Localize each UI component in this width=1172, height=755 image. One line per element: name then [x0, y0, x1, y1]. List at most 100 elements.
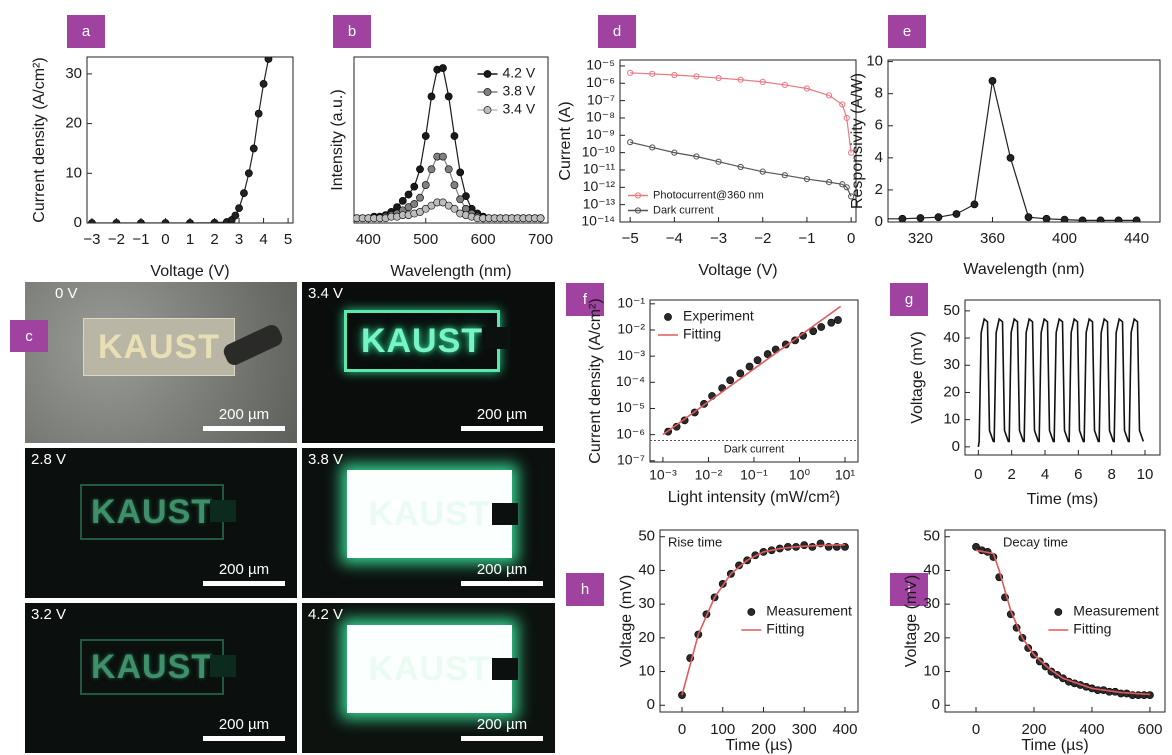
scale-bar [203, 736, 285, 741]
data-point [737, 76, 744, 83]
panel-letter-box [566, 283, 604, 316]
data-point [817, 323, 826, 331]
y-tick-label: 10⁻¹¹ [583, 161, 616, 177]
scale-bar [461, 426, 543, 431]
voltage-label: 3.2 V [31, 606, 67, 623]
plot-frame [944, 529, 1166, 713]
data-point [627, 139, 634, 146]
x-tick-label: 700 [528, 231, 553, 248]
data-point [210, 218, 219, 223]
panel-letter: f [583, 291, 588, 308]
scale-bar [203, 581, 285, 586]
data-point [427, 92, 436, 101]
y-tick-label: 10 [943, 411, 960, 428]
data-point [952, 210, 961, 218]
series-line [630, 72, 852, 153]
data-point [404, 190, 413, 199]
x-tick-label: −3 [83, 231, 100, 248]
panel-letter-box [566, 573, 604, 606]
data-point [444, 92, 453, 101]
y-tick-label: 8 [875, 85, 883, 102]
voltage-label: 2.8 V [31, 451, 67, 468]
electrode [482, 327, 508, 349]
pattern-text: KAUST [97, 327, 221, 366]
x-tick-label: −1 [132, 231, 149, 248]
data-point [421, 132, 430, 140]
data-point [693, 153, 700, 160]
panel-letter: b [348, 23, 356, 40]
legend-marker [483, 88, 492, 96]
electrode [210, 500, 236, 522]
legend-label: Photocurrent@360 nm [653, 189, 764, 201]
x-tick-label: 8 [1107, 466, 1115, 483]
data-point [781, 81, 788, 89]
voltage-label: 3.8 V [308, 451, 344, 468]
x-axis-label: Time (ms) [1027, 491, 1098, 508]
y-tick-label: 30 [923, 595, 940, 612]
data-point [456, 168, 465, 177]
data-point [803, 85, 811, 92]
legend-label: Dark current [653, 204, 714, 216]
y-axis-label: Voltage (mV) [909, 331, 926, 423]
y-tick-label: 50 [943, 302, 960, 319]
plot-frame [964, 299, 1161, 456]
data-point [843, 184, 850, 191]
legend-label: Measurement [1073, 603, 1159, 619]
chart: g 0 2 4 6 8 10 0 10 20 30 40 50 Time (ms) Voltage (mV) [890, 283, 1161, 508]
y-tick-label: 50 [638, 528, 655, 545]
chart: i 0 200 400 600 0 10 20 30 40 50 Time (µs) Voltage (… [890, 528, 1166, 754]
data-point [1096, 216, 1105, 222]
data-point [671, 149, 678, 156]
x-tick-label: 4 [1041, 466, 1049, 483]
series-line [888, 80, 1137, 221]
data-point [88, 219, 96, 223]
x-axis-label: Voltage (V) [150, 263, 229, 280]
legend-label: Fitting [683, 326, 721, 342]
y-tick-label: 10⁻⁹ [586, 126, 615, 142]
data-point [450, 181, 459, 189]
data-point [427, 165, 436, 174]
y-tick-label: 0 [74, 214, 82, 231]
x-tick-label: 0 [974, 466, 982, 483]
data-point [898, 214, 907, 222]
pattern: KAUST [344, 310, 500, 372]
chart: e 320 360 400 440 0 2 4 6 8 10 Wavelength (nm) Respo… [849, 15, 1161, 278]
x-tick-label: 3 [235, 231, 243, 248]
data-point [843, 114, 850, 122]
x-tick-label: 10⁻¹ [740, 467, 768, 483]
y-tick-label: 40 [923, 561, 940, 578]
x-tick-label: 10¹ [835, 467, 856, 483]
x-tick-label: 0 [847, 230, 855, 247]
electrode [210, 655, 236, 677]
data-point [416, 165, 424, 174]
plot-frame [353, 56, 549, 224]
y-tick-label: 10 [866, 53, 883, 70]
pattern-text: KAUST [360, 321, 484, 360]
chart: f 10⁻³ 10⁻² 10⁻¹ 10⁰ 10¹ 10⁻⁷ 10⁻⁶ 10⁻⁵ 10⁻⁴ 10⁻³ 1… [566, 283, 859, 506]
y-axis-label: Voltage (mV) [903, 575, 920, 667]
voltage-label: 3.4 V [308, 285, 344, 302]
y-axis-label: Current (A) [557, 101, 574, 180]
x-tick-label: 400 [356, 231, 381, 248]
data-point [834, 316, 842, 324]
y-axis-label: Voltage (mV) [618, 575, 635, 667]
y-tick-label: 10 [65, 164, 82, 181]
data-point [839, 101, 846, 108]
legend-marker [1054, 608, 1063, 616]
series-line [630, 141, 852, 197]
legend-label: Experiment [683, 308, 754, 324]
panel-letter: i [907, 581, 910, 598]
data-point [649, 70, 656, 77]
pattern: KAUST [347, 470, 512, 558]
x-tick-label: 10⁻³ [649, 467, 677, 483]
x-tick-label: 6 [1074, 466, 1082, 483]
data-point [970, 200, 979, 209]
data-point [649, 144, 656, 151]
data-point [536, 214, 545, 223]
panel-letter: c [10, 320, 48, 352]
y-tick-label: 10⁻⁷ [587, 91, 615, 107]
data-point [264, 57, 273, 63]
